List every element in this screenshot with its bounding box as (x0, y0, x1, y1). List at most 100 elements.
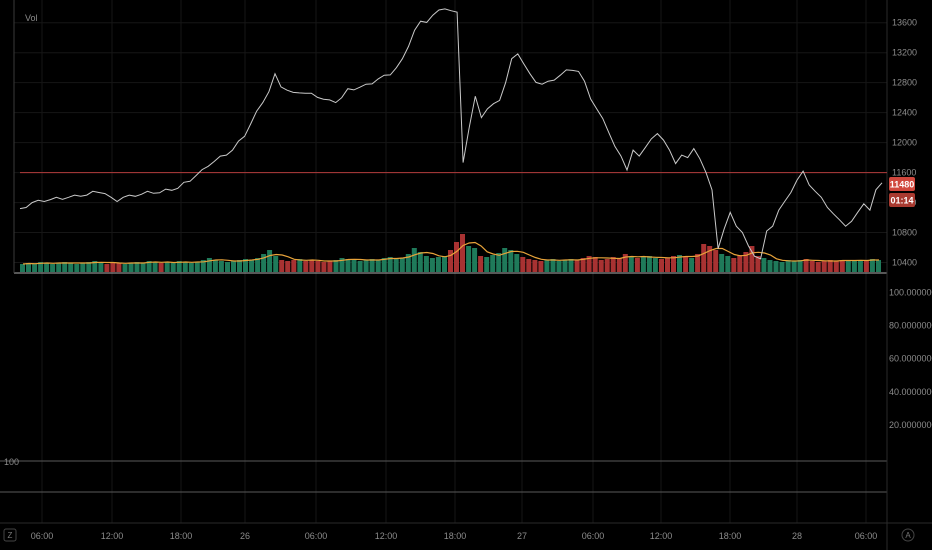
volume-bar (164, 262, 170, 272)
volume-bar (20, 264, 25, 272)
current-price-tag: 11480 (889, 177, 915, 191)
x-tick-label: 06:00 (305, 531, 328, 541)
volume-bar (116, 263, 122, 272)
volume-bar (508, 250, 514, 272)
x-tick-label: 28 (792, 531, 802, 541)
x-tick-label: 26 (240, 531, 250, 541)
volume-bar (622, 254, 628, 272)
volume-bar (827, 260, 833, 272)
volume-bar (568, 259, 574, 272)
volume-bar (580, 258, 586, 272)
x-tick-label: 18:00 (719, 531, 742, 541)
volume-bar (399, 258, 405, 272)
volume-bar (502, 248, 508, 272)
volume-bar (815, 262, 821, 272)
corner-right-box[interactable] (901, 528, 915, 542)
volume-bar (803, 259, 809, 272)
volume-bar (291, 260, 297, 272)
x-tick-label: 12:00 (375, 531, 398, 541)
volume-bar (713, 250, 719, 272)
volume-bar (514, 254, 520, 272)
volume-bar (50, 264, 56, 272)
volume-bar (845, 261, 851, 272)
volume-bar (839, 260, 845, 272)
volume-bar (634, 258, 640, 272)
volume-bar (297, 259, 303, 272)
volume-bar (460, 234, 465, 272)
y-tick-label: 12000 (892, 138, 917, 148)
current-price-label: 11480 (890, 180, 915, 190)
volume-bar (646, 256, 652, 272)
volume-bar (44, 263, 50, 272)
volume-bar (218, 261, 224, 272)
x-tick-label: 18:00 (444, 531, 467, 541)
volume-bar (56, 263, 62, 272)
volume-bar (303, 261, 309, 272)
volume-bar (574, 260, 580, 272)
volume-bar (194, 262, 200, 272)
volume-bar (628, 257, 634, 272)
volume-bar (74, 264, 80, 272)
volume-bar (484, 257, 490, 272)
volume-bar (496, 253, 502, 272)
volume-bar (707, 246, 713, 272)
corner-left-box[interactable] (3, 528, 17, 542)
volume-bar (339, 258, 345, 272)
time-axis[interactable]: 06:00 12:00 18:00 26 06:00 12:00 18:00 27 06:00 1… (31, 531, 878, 541)
lower-y-tick-label: 100.0000000 (889, 288, 932, 298)
volume-bar (122, 264, 128, 272)
volume-bar (767, 260, 773, 272)
x-tick-label: 06:00 (582, 531, 605, 541)
volume-bar (405, 254, 411, 272)
volume-bar (327, 261, 333, 272)
y-tick-label: 11600 (892, 168, 916, 178)
y-tick-label: 13200 (892, 48, 917, 58)
volume-bar (68, 263, 74, 272)
volume-bar (610, 257, 616, 272)
volume-bar (243, 259, 248, 272)
lower-pane-axis: 100.0000000 80.0000000 60.0000000 40.000000… (889, 288, 932, 430)
y-tick-label: 12400 (892, 108, 917, 118)
volume-bar (779, 262, 785, 272)
y-tick-label: 10800 (892, 228, 917, 238)
volume-bar (701, 244, 707, 272)
volume-bar (472, 248, 478, 272)
volume-bar (538, 261, 544, 272)
volume-bar (158, 263, 164, 272)
volume-bar (345, 259, 351, 272)
volume-bar (640, 257, 646, 272)
volume-bar (448, 250, 453, 272)
volume-bar (62, 262, 68, 272)
volume-bar (200, 260, 206, 272)
price-axis[interactable]: 1360013200128001240012000116001120010800… (892, 18, 917, 268)
volume-bar (725, 256, 731, 272)
volume-bar (255, 258, 261, 272)
volume-bar (26, 263, 31, 272)
volume-bar (134, 262, 140, 272)
volume-bar (797, 260, 803, 272)
volume-bar (556, 261, 562, 272)
volume-bar (532, 260, 538, 272)
lower-y-tick-label: 60.0000000 (889, 354, 932, 364)
volume-bar (755, 256, 761, 272)
volume-bar (273, 256, 279, 272)
volume-bar (309, 260, 315, 272)
volume-bar (176, 261, 182, 272)
volume-bar (863, 261, 869, 272)
volume-bar (110, 262, 116, 272)
volume-bar (616, 258, 622, 272)
volume-bar (857, 260, 863, 272)
x-tick-label: 06:00 (31, 531, 54, 541)
indicator-label[interactable]: Vol (25, 13, 38, 23)
volume-bar (152, 262, 158, 272)
volume-bar (411, 248, 417, 272)
volume-bar (92, 261, 98, 272)
volume-bar (375, 260, 381, 272)
volume-bar (592, 257, 598, 272)
volume-bar (146, 261, 152, 272)
volume-bar (267, 250, 273, 272)
x-tick-label: 06:00 (855, 531, 878, 541)
volume-bar (526, 259, 532, 272)
volume-bar (279, 260, 285, 272)
